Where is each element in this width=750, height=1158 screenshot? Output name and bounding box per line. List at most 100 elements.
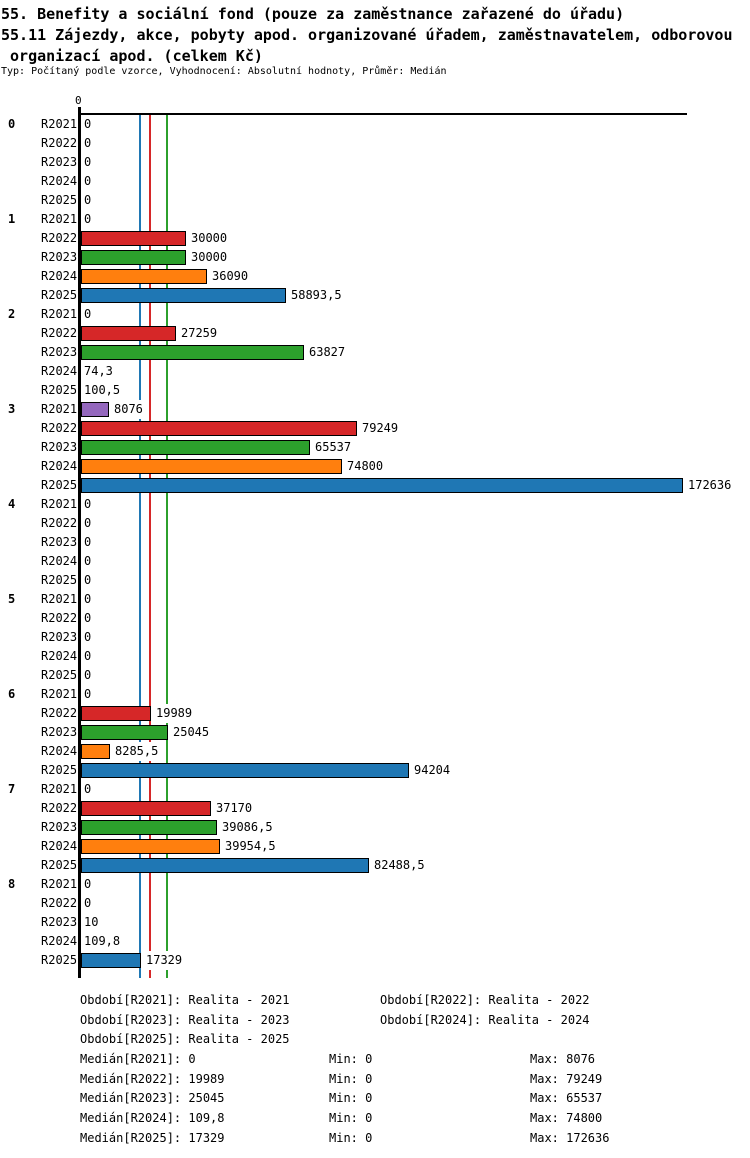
- legend-period-label: Období[R2021]: Realita - 2021: [80, 993, 290, 1007]
- chart-row: R2024 36090: [0, 267, 750, 286]
- series-label: R2025: [41, 383, 78, 397]
- value-label: 0: [82, 172, 94, 191]
- chart-row: R2024 0: [0, 552, 750, 571]
- chart-row: R2023 63827: [0, 343, 750, 362]
- value-label: 0: [82, 153, 94, 172]
- series-label: R2022: [41, 801, 78, 815]
- series-label: R2021: [41, 877, 78, 891]
- legend-stat-max: Max: 172636: [530, 1131, 610, 1145]
- series-label: R2022: [41, 136, 78, 150]
- value-label: 0: [82, 305, 94, 324]
- series-label: R2021: [41, 782, 78, 796]
- series-label: R2025: [41, 858, 78, 872]
- chart-row: R2022 19989: [0, 704, 750, 723]
- group-label: 2: [8, 307, 16, 321]
- bar-R2022: [81, 801, 211, 816]
- series-label: R2021: [41, 497, 78, 511]
- bar-R2025: [81, 953, 141, 968]
- series-label: R2023: [41, 535, 78, 549]
- value-label: 30000: [189, 229, 230, 248]
- chart-row: 6 R2021 0: [0, 685, 750, 704]
- y-axis-line: [78, 107, 81, 978]
- series-label: R2025: [41, 288, 78, 302]
- chart-row: R2022 30000: [0, 229, 750, 248]
- chart-row: 0 R2021 0: [0, 115, 750, 134]
- chart-row: 3 R2021 8076: [0, 400, 750, 419]
- value-label: 74,3: [82, 362, 115, 381]
- chart-row: R2022 27259: [0, 324, 750, 343]
- chart-row: R2025 0: [0, 191, 750, 210]
- chart-row: R2023 0: [0, 153, 750, 172]
- bar-R2024: [81, 459, 342, 474]
- series-label: R2025: [41, 668, 78, 682]
- bar-R2021: [81, 402, 109, 417]
- value-label: 39954,5: [223, 837, 278, 856]
- chart-row: 1 R2021 0: [0, 210, 750, 229]
- series-label: R2025: [41, 573, 78, 587]
- legend-stat-median: Medián[R2022]: 19989: [80, 1072, 225, 1086]
- bar-R2025: [81, 288, 286, 303]
- chart-row: R2023 65537: [0, 438, 750, 457]
- series-label: R2022: [41, 516, 78, 530]
- series-label: R2021: [41, 402, 78, 416]
- series-label: R2024: [41, 649, 78, 663]
- x-axis-zero-tick-label: 0: [75, 94, 82, 107]
- value-label: 39086,5: [220, 818, 275, 837]
- series-label: R2021: [41, 117, 78, 131]
- bar-R2023: [81, 250, 186, 265]
- legend-stat-min: Min: 0: [329, 1072, 373, 1086]
- bar-R2024: [81, 839, 220, 854]
- series-label: R2023: [41, 725, 78, 739]
- value-label: 0: [82, 115, 94, 134]
- chart-row: R2025 172636: [0, 476, 750, 495]
- series-label: R2024: [41, 174, 78, 188]
- series-label: R2021: [41, 307, 78, 321]
- value-label: 30000: [189, 248, 230, 267]
- chart-row: R2022 37170: [0, 799, 750, 818]
- chart-row: R2025 94204: [0, 761, 750, 780]
- chart-row: 8 R2021 0: [0, 875, 750, 894]
- median-line-R2022: [149, 115, 151, 978]
- value-label: 63827: [307, 343, 348, 362]
- series-label: R2024: [41, 744, 78, 758]
- bar-R2022: [81, 421, 357, 436]
- value-label: 172636: [686, 476, 734, 495]
- series-label: R2023: [41, 440, 78, 454]
- group-label: 3: [8, 402, 16, 416]
- bar-R2022: [81, 231, 186, 246]
- median-line-R2025: [139, 115, 141, 978]
- value-label: 0: [82, 875, 94, 894]
- value-label: 0: [82, 495, 94, 514]
- bar-R2025: [81, 858, 369, 873]
- value-label: 0: [82, 210, 94, 229]
- group-label: 6: [8, 687, 16, 701]
- value-label: 36090: [210, 267, 251, 286]
- chart-row: R2024 8285,5: [0, 742, 750, 761]
- chart-row: R2025 82488,5: [0, 856, 750, 875]
- series-label: R2022: [41, 896, 78, 910]
- report-title-line3: organizací apod. (celkem Kč): [1, 47, 263, 65]
- series-label: R2024: [41, 269, 78, 283]
- value-label: 74800: [345, 457, 386, 476]
- value-label: 109,8: [82, 932, 123, 951]
- chart-row: R2023 30000: [0, 248, 750, 267]
- group-label: 7: [8, 782, 16, 796]
- value-label: 37170: [214, 799, 255, 818]
- chart-row: 5 R2021 0: [0, 590, 750, 609]
- value-label: 0: [82, 780, 94, 799]
- value-label: 0: [82, 628, 94, 647]
- chart-row: R2023 25045: [0, 723, 750, 742]
- series-label: R2023: [41, 820, 78, 834]
- value-label: 0: [82, 666, 94, 685]
- legend-stat-median: Medián[R2021]: 0: [80, 1052, 196, 1066]
- legend-period-label: Období[R2025]: Realita - 2025: [80, 1032, 290, 1046]
- value-label: 0: [82, 609, 94, 628]
- series-label: R2021: [41, 592, 78, 606]
- series-label: R2025: [41, 763, 78, 777]
- series-label: R2025: [41, 478, 78, 492]
- legend-stat-min: Min: 0: [329, 1131, 373, 1145]
- value-label: 27259: [179, 324, 220, 343]
- series-label: R2023: [41, 345, 78, 359]
- value-label: 19989: [154, 704, 195, 723]
